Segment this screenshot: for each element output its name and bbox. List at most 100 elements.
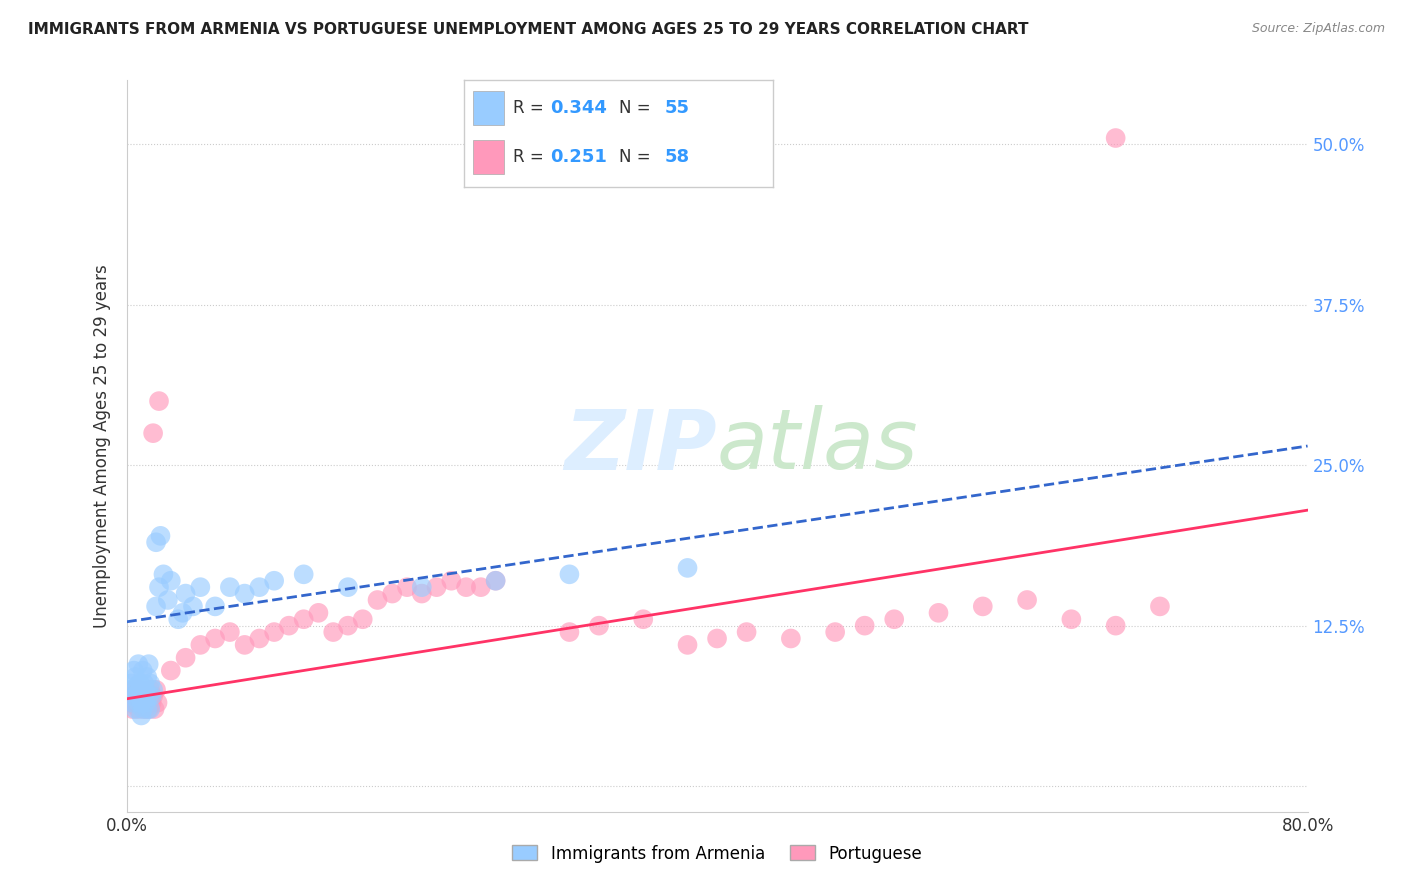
- Point: [1149, 599, 1171, 614]
- Point: [139, 702, 162, 716]
- Point: [127, 702, 149, 716]
- Point: [735, 625, 758, 640]
- Point: [132, 664, 155, 678]
- Point: [181, 599, 204, 614]
- Point: [928, 606, 950, 620]
- Point: [145, 535, 167, 549]
- Point: [1017, 593, 1039, 607]
- Point: [135, 696, 157, 710]
- Point: [278, 618, 301, 632]
- Point: [174, 650, 197, 665]
- Point: [188, 638, 212, 652]
- Text: N =: N =: [619, 99, 655, 117]
- Point: [142, 690, 165, 704]
- Text: Source: ZipAtlas.com: Source: ZipAtlas.com: [1251, 22, 1385, 36]
- Point: [1105, 618, 1128, 632]
- Point: [138, 657, 160, 672]
- Point: [470, 580, 492, 594]
- Point: [125, 690, 148, 704]
- Text: 58: 58: [665, 148, 690, 166]
- Legend: Immigrants from Armenia, Portuguese: Immigrants from Armenia, Portuguese: [506, 838, 928, 869]
- Point: [484, 574, 508, 588]
- Point: [132, 690, 155, 704]
- Point: [120, 676, 142, 690]
- Point: [118, 682, 141, 697]
- Point: [440, 574, 463, 588]
- Point: [134, 676, 156, 690]
- Point: [292, 567, 315, 582]
- Point: [1060, 612, 1083, 626]
- Point: [824, 625, 846, 640]
- Point: [139, 682, 162, 697]
- Point: [337, 580, 360, 594]
- Point: [367, 593, 389, 607]
- Point: [558, 625, 581, 640]
- Point: [121, 696, 143, 710]
- Point: [780, 632, 803, 646]
- Point: [972, 599, 994, 614]
- Point: [337, 618, 360, 632]
- Point: [143, 702, 166, 716]
- Point: [308, 606, 330, 620]
- Point: [167, 612, 190, 626]
- Point: [633, 612, 655, 626]
- Point: [411, 580, 433, 594]
- Point: [122, 682, 145, 697]
- Point: [156, 593, 179, 607]
- Text: N =: N =: [619, 148, 655, 166]
- Point: [148, 580, 170, 594]
- Point: [263, 574, 285, 588]
- Point: [136, 702, 159, 716]
- Point: [125, 679, 148, 693]
- Point: [139, 676, 162, 690]
- Point: [127, 657, 149, 672]
- Point: [396, 580, 419, 594]
- Point: [129, 708, 153, 723]
- Point: [142, 426, 165, 441]
- Point: [676, 638, 699, 652]
- Text: ZIP: ZIP: [564, 406, 717, 486]
- Y-axis label: Unemployment Among Ages 25 to 29 years: Unemployment Among Ages 25 to 29 years: [93, 264, 111, 628]
- Point: [141, 690, 163, 704]
- Point: [122, 664, 145, 678]
- Point: [456, 580, 478, 594]
- Point: [149, 529, 172, 543]
- Point: [484, 574, 508, 588]
- Point: [249, 632, 271, 646]
- Text: IMMIGRANTS FROM ARMENIA VS PORTUGUESE UNEMPLOYMENT AMONG AGES 25 TO 29 YEARS COR: IMMIGRANTS FROM ARMENIA VS PORTUGUESE UN…: [28, 22, 1029, 37]
- Point: [138, 702, 160, 716]
- Point: [322, 625, 344, 640]
- Point: [135, 696, 157, 710]
- Point: [292, 612, 315, 626]
- Point: [352, 612, 374, 626]
- Point: [129, 696, 153, 710]
- Point: [125, 687, 148, 701]
- Point: [132, 702, 155, 716]
- Point: [129, 682, 153, 697]
- Point: [128, 676, 150, 690]
- Point: [233, 586, 256, 600]
- Point: [152, 567, 174, 582]
- Point: [188, 580, 212, 594]
- Point: [124, 702, 146, 716]
- Point: [160, 574, 183, 588]
- Text: 0.251: 0.251: [551, 148, 607, 166]
- Point: [136, 690, 159, 704]
- Point: [204, 599, 226, 614]
- Point: [124, 670, 146, 684]
- Point: [142, 682, 165, 697]
- Point: [148, 394, 170, 409]
- Point: [134, 690, 156, 704]
- Point: [676, 561, 699, 575]
- Point: [263, 625, 285, 640]
- Text: atlas: atlas: [717, 406, 918, 486]
- Text: R =: R =: [513, 99, 550, 117]
- Point: [883, 612, 905, 626]
- Point: [136, 670, 159, 684]
- Point: [141, 696, 163, 710]
- Point: [425, 580, 447, 594]
- Point: [219, 580, 242, 594]
- Text: 55: 55: [665, 99, 690, 117]
- Point: [853, 618, 876, 632]
- Bar: [474, 91, 505, 125]
